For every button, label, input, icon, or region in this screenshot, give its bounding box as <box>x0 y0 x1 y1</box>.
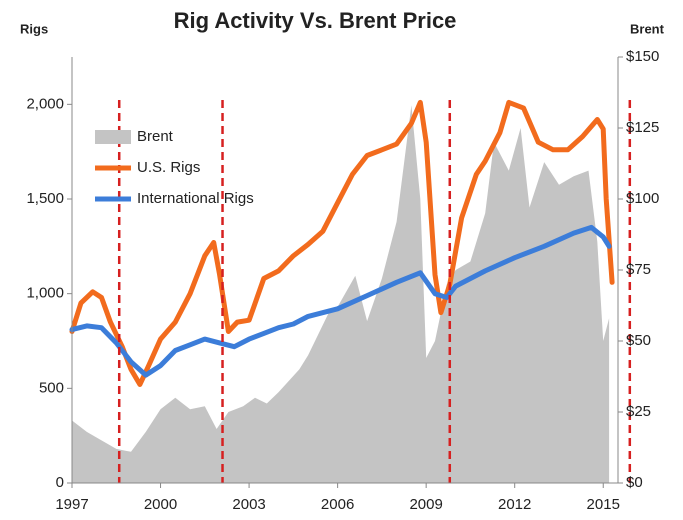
y-tick-label: 2,000 <box>26 95 64 112</box>
chart-title: Rig Activity Vs. Brent Price <box>174 8 457 33</box>
y2-tick-label: $0 <box>626 474 643 491</box>
x-tick-label: 2000 <box>144 496 177 513</box>
series-line <box>69 99 615 387</box>
y2-tick-label: $100 <box>626 190 659 207</box>
y-axis-label: Rigs <box>20 21 48 36</box>
y2-axis-label: Brent <box>630 21 665 36</box>
y2-tick-label: $25 <box>626 403 651 420</box>
y-tick-label: 1,000 <box>26 285 64 302</box>
y2-tick-label: $125 <box>626 119 659 136</box>
legend-swatch <box>95 130 131 144</box>
y2-tick-label: $75 <box>626 261 651 278</box>
y-tick-label: 1,500 <box>26 190 64 207</box>
y-tick-label: 500 <box>39 379 64 396</box>
x-tick-label: 1997 <box>55 496 88 513</box>
x-tick-label: 2015 <box>587 496 620 513</box>
x-tick-label: 2003 <box>232 496 265 513</box>
legend-label: U.S. Rigs <box>137 159 200 176</box>
series-line <box>69 224 612 378</box>
x-tick-label: 2009 <box>409 496 442 513</box>
y-tick-label: 0 <box>56 474 64 491</box>
brent-area <box>72 105 610 484</box>
y2-tick-label: $50 <box>626 332 651 349</box>
legend-label: International Rigs <box>137 190 254 207</box>
legend-label: Brent <box>137 128 174 145</box>
y2-tick-label: $150 <box>626 48 659 65</box>
x-tick-label: 2012 <box>498 496 531 513</box>
x-tick-label: 2006 <box>321 496 354 513</box>
